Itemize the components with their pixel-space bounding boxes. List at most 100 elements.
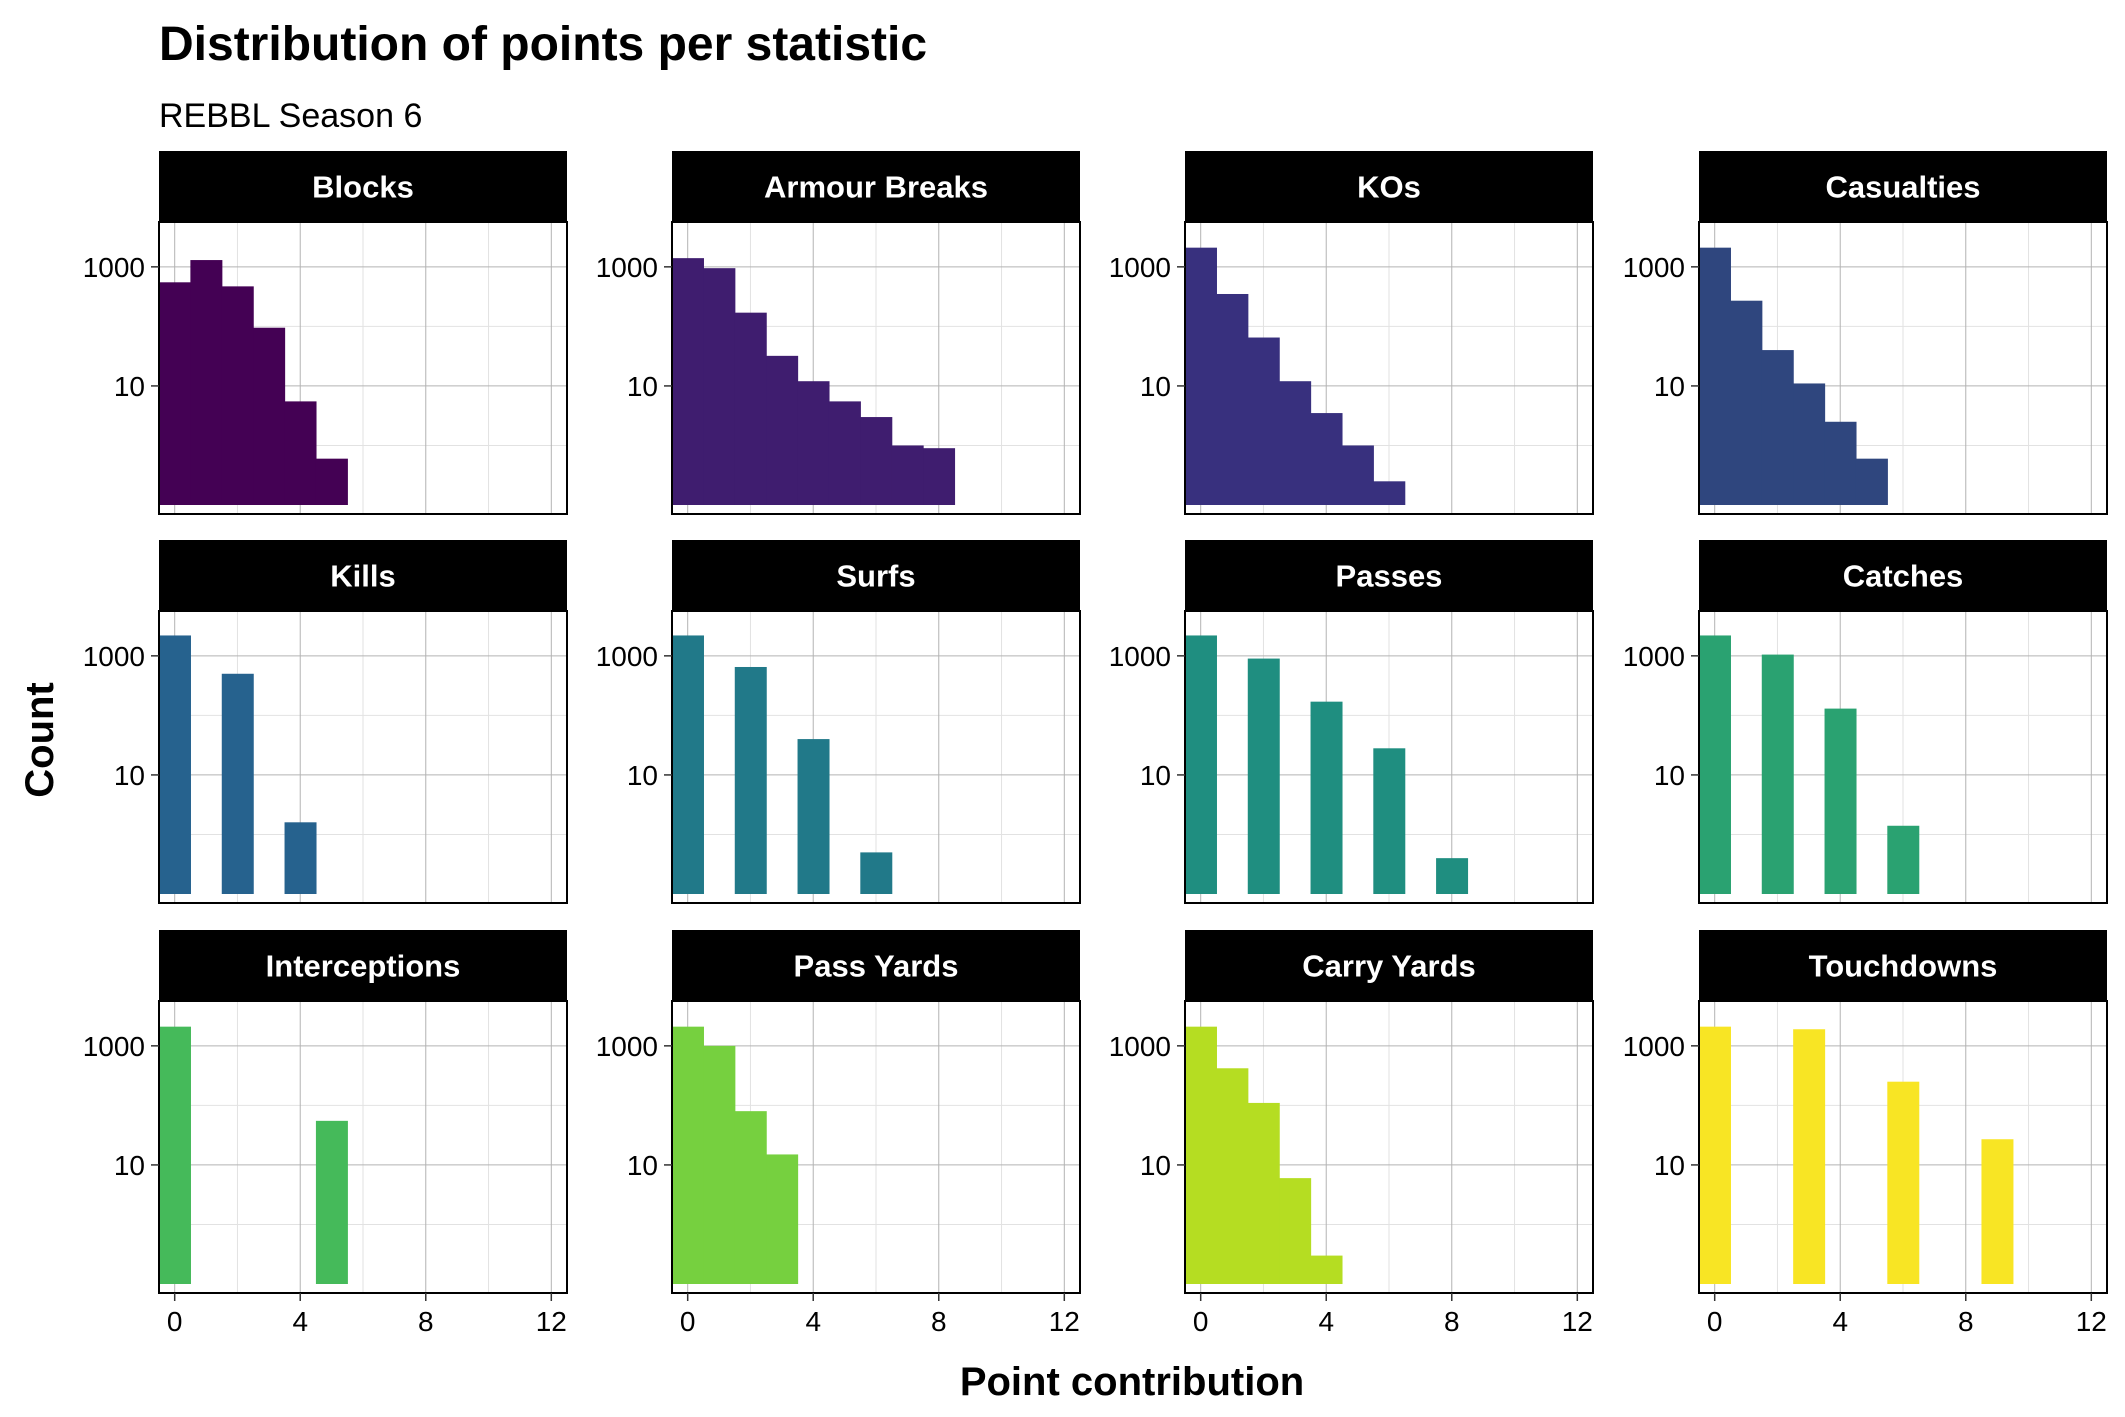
x-axis-title: Point contribution [960,1360,1304,1404]
bar-kos-x3 [1279,381,1312,505]
x-tick-label: 0 [680,1306,696,1337]
strip-background [1699,540,2107,611]
bar-kos-x1 [1216,293,1249,505]
y-tick-label: 1000 [596,252,658,283]
panel-kos: KOs 10 1000 [1109,151,1594,515]
chart-title: Distribution of points per statistic [159,18,927,71]
panel-touchdowns: Touchdowns 10 1000 0 4 8 12 [1623,930,2108,1337]
x-tick-label: 0 [167,1306,183,1337]
y-tick-label: 1000 [83,252,145,283]
bar-armour-breaks-x2 [734,312,767,505]
chart-subtitle: REBBL Season 6 [159,97,422,135]
bar-passes-x4 [1310,701,1343,894]
bar-armour-breaks-x1 [703,268,736,505]
strip-background [159,930,567,1001]
bar-blocks-x5 [315,458,348,505]
bar-casualties-x3 [1793,383,1826,505]
strip-background [1699,930,2107,1001]
bar-surfs-x2 [734,666,767,894]
bar-armour-breaks-x0 [672,258,704,505]
y-tick-label: 1000 [1109,252,1171,283]
bar-armour-breaks-x8 [923,448,956,505]
bar-armour-breaks-x5 [828,401,861,505]
x-tick-label: 0 [1193,1306,1209,1337]
y-tick-label: 10 [627,760,658,791]
bar-passes-x0 [1185,635,1217,894]
strip-background [672,930,1080,1001]
panel-surfs: Surfs 10 1000 [596,540,1081,904]
bar-kills-x2 [221,673,254,894]
bar-interceptions-x5 [315,1120,348,1284]
strip-background [672,151,1080,222]
x-tick-label: 12 [2076,1306,2107,1337]
x-tick-label: 4 [1832,1306,1848,1337]
y-tick-label: 10 [114,760,145,791]
strip-background [1185,151,1593,222]
y-tick-label: 1000 [596,641,658,672]
x-tick-label: 12 [1049,1306,1080,1337]
bar-kos-x6 [1373,481,1406,505]
y-tick-label: 10 [1654,760,1685,791]
x-tick-label: 4 [1318,1306,1334,1337]
y-tick-label: 1000 [1109,1031,1171,1062]
y-tick-label: 1000 [596,1031,658,1062]
bar-pass-yards-x2 [734,1111,767,1284]
panel-catches: Catches 10 1000 [1623,540,2108,904]
bar-touchdowns-x3 [1793,1029,1826,1284]
y-tick-label: 1000 [1623,1031,1685,1062]
strip-label-casualties: Casualties [1825,170,1980,205]
bar-passes-x8 [1436,858,1469,894]
y-tick-label: 10 [1140,760,1171,791]
strip-label-catches: Catches [1843,559,1964,594]
strip-background [1185,540,1593,611]
strip-label-touchdowns: Touchdowns [1809,949,1998,984]
y-tick-label: 10 [114,371,145,402]
strip-label-pass-yards: Pass Yards [794,949,959,984]
bar-casualties-x5 [1855,458,1888,505]
strip-background [1185,930,1593,1001]
bar-surfs-x0 [672,635,704,894]
bar-blocks-x1 [190,260,223,505]
bar-carry-yards-x4 [1310,1255,1343,1284]
bar-armour-breaks-x6 [860,417,893,505]
bar-catches-x6 [1887,825,1920,894]
y-tick-label: 10 [627,1150,658,1181]
bar-pass-yards-x3 [766,1154,799,1284]
bar-touchdowns-x6 [1887,1081,1920,1284]
strip-label-kills: Kills [330,559,395,594]
x-tick-label: 12 [536,1306,567,1337]
y-tick-label: 1000 [1623,641,1685,672]
x-tick-label: 8 [418,1306,434,1337]
panel-casualties: Casualties 10 1000 [1623,151,2108,515]
bar-pass-yards-x0 [672,1026,704,1284]
strip-label-passes: Passes [1336,559,1443,594]
bar-surfs-x4 [797,739,830,894]
strip-label-carry-yards: Carry Yards [1302,949,1476,984]
strip-label-interceptions: Interceptions [266,949,461,984]
panel-armour-breaks: Armour Breaks 10 1000 [596,151,1081,515]
strip-label-blocks: Blocks [312,170,414,205]
bar-carry-yards-x1 [1216,1068,1249,1284]
x-tick-label: 4 [292,1306,308,1337]
bar-armour-breaks-x3 [766,355,799,505]
bar-blocks-x4 [284,401,317,505]
bar-kos-x4 [1310,413,1343,505]
bar-catches-x0 [1699,635,1731,894]
bar-blocks-x0 [159,282,191,505]
strip-background [159,151,567,222]
x-tick-label: 12 [1562,1306,1593,1337]
bar-pass-yards-x1 [703,1045,736,1284]
strip-label-armour-breaks: Armour Breaks [764,170,988,205]
y-tick-label: 10 [1140,1150,1171,1181]
x-tick-label: 0 [1707,1306,1723,1337]
panel-kills: Kills 10 1000 [83,540,568,904]
bar-casualties-x0 [1699,247,1731,505]
bar-armour-breaks-x4 [797,381,830,505]
bar-catches-x2 [1761,654,1794,894]
bar-blocks-x2 [221,286,254,505]
strip-background [159,540,567,611]
panel-interceptions: Interceptions 10 1000 0 4 8 12 [83,930,568,1337]
y-tick-label: 1000 [1623,252,1685,283]
